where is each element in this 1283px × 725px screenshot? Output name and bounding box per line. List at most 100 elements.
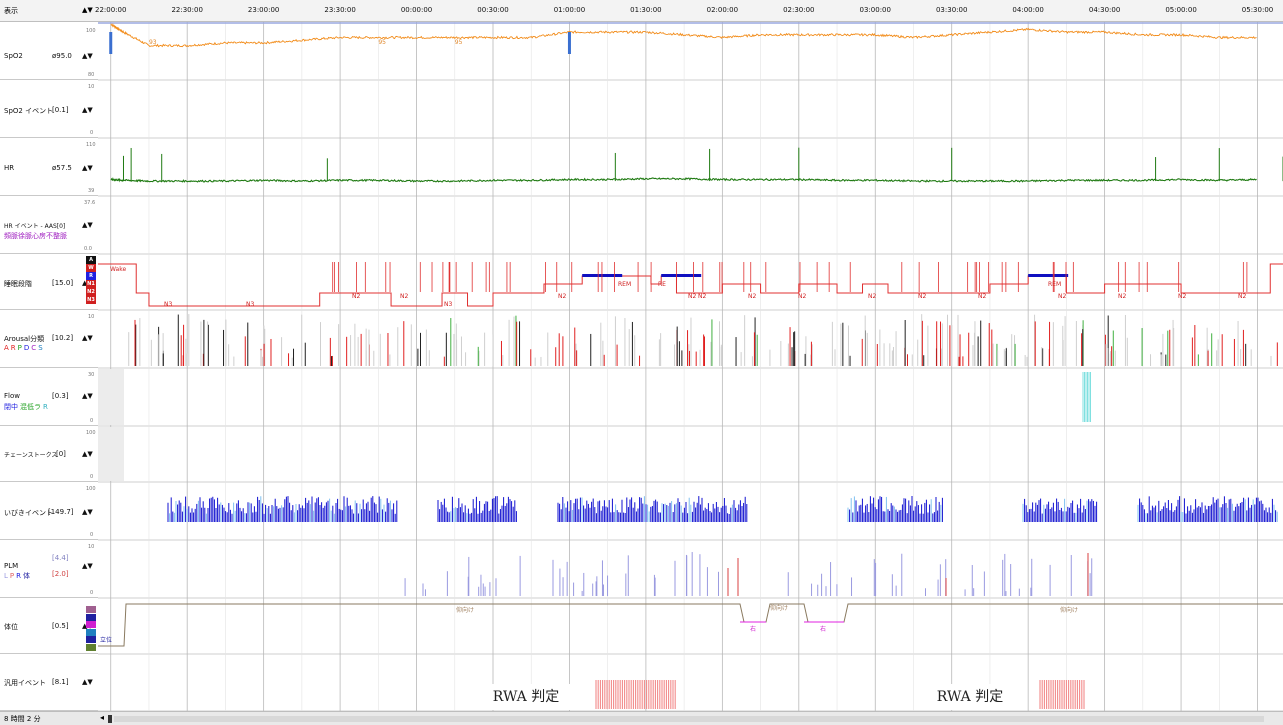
time-axis-bar: 表示 ▲▼ 22:00:00 22:30:00 23:00:00 23:30:00 00…: [0, 0, 1283, 22]
time-tick-label: 00:00:00: [400, 6, 433, 14]
stage-label: N2: [748, 293, 756, 300]
stage-label: N2: [1058, 293, 1066, 300]
general-event-name: 汎用イベント: [4, 679, 46, 687]
channel-position: 体位 [0.5] ▲▼: [0, 598, 98, 654]
time-tick-label: 23:00:00: [247, 6, 280, 14]
position-value: [0.5]: [52, 622, 69, 630]
time-tick-label: 01:30:00: [630, 6, 662, 14]
time-tick-label: 02:00:00: [706, 6, 739, 14]
position-code: [86, 636, 96, 643]
spo2-event-scale-bottom: 0: [90, 130, 94, 136]
stage-label: N3: [444, 301, 452, 308]
position-code: [86, 643, 96, 651]
stage-label: N2: [798, 293, 806, 300]
spo2-annotation: 95: [378, 39, 386, 46]
position-label: 右: [820, 625, 826, 633]
stage-label: N3: [246, 301, 254, 308]
general-event-arrows[interactable]: ▲▼: [82, 678, 93, 686]
hr-event-arrows[interactable]: ▲▼: [82, 221, 93, 229]
stage-code: W: [86, 264, 96, 272]
stage-label: N3: [164, 301, 172, 308]
position-code: [86, 621, 96, 628]
flow-sub-obstructive: 閉中: [4, 403, 18, 411]
hr-event-sublabel: 頻脈徐脈心房不整脈: [4, 232, 67, 240]
plm-arrows[interactable]: ▲▼: [82, 562, 93, 570]
flow-sublabel: 閉中 混低ラ R: [4, 402, 50, 412]
arousal-letter: A: [4, 344, 9, 352]
plm-value-1: [4.4]: [52, 554, 69, 562]
stage-code: A: [86, 256, 96, 264]
hr-arrows[interactable]: ▲▼: [82, 164, 93, 172]
channel-general-event: 汎用イベント [8.1] ▲▼: [0, 654, 98, 711]
sleep-stage-name: 睡眠段階: [4, 280, 32, 288]
stage-label: N2: [558, 293, 566, 300]
time-tick-label: 22:00:00: [95, 6, 127, 14]
spo2-scale-arrows[interactable]: ▲▼: [82, 52, 93, 60]
time-tick-label: 05:00:00: [1165, 6, 1197, 14]
snore-name: いびきイベント: [4, 509, 53, 517]
position-label: 仰向け: [1060, 606, 1078, 614]
event-marker: [567, 32, 571, 54]
snore-arrows[interactable]: ▲▼: [82, 508, 93, 516]
horizontal-scrollbar[interactable]: [114, 716, 1264, 722]
spo2-annotation: 93: [149, 39, 157, 46]
position-label: 立位: [100, 636, 112, 644]
position-label: 仰向け: [456, 606, 474, 614]
flow-name: Flow: [4, 392, 20, 400]
flow-scale-top: 30: [88, 372, 95, 378]
stage-label: N2: [698, 293, 706, 300]
plm-letter: L: [4, 572, 8, 580]
stage-label: REM: [618, 281, 631, 288]
channel-spo2: SpO2 ø95.0 ▲▼ 100 80: [0, 22, 98, 80]
stage-label: N2: [918, 293, 926, 300]
channel-snore: いびきイベント [149.7] ▲▼ 100 0: [0, 482, 98, 540]
stage-code: N1: [86, 280, 96, 288]
stage-label: N2: [1238, 293, 1246, 300]
time-tick-label: 23:30:00: [324, 6, 356, 14]
spo2-event-name: SpO2 イベント: [4, 107, 54, 115]
cheyne-arrows[interactable]: ▲▼: [82, 450, 93, 458]
stage-code: N3: [86, 296, 96, 304]
cheyne-scale-bottom: 0: [90, 474, 94, 480]
plm-value-2: [2.0]: [52, 570, 69, 578]
spo2-event-arrows[interactable]: ▲▼: [82, 106, 93, 114]
spo2-scale-bottom: 80: [88, 72, 95, 78]
cheyne-hatch: [98, 427, 124, 481]
scroll-left-icon[interactable]: ◂: [100, 713, 105, 722]
time-tick-label: 03:30:00: [935, 6, 968, 14]
rem-bar: [661, 274, 702, 277]
plm-letter: 体: [23, 572, 31, 580]
rem-bar: [1028, 274, 1069, 277]
position-code: [86, 613, 96, 621]
spo2-event-scale-top: 10: [88, 84, 95, 90]
time-tick-label: 04:30:00: [1088, 6, 1121, 14]
spo2-line: [110, 22, 1257, 48]
hr-name: HR: [4, 164, 15, 172]
time-tick-label: 05:30:00: [1241, 6, 1274, 14]
flow-value: [0.3]: [52, 392, 69, 400]
stage-code: N2: [86, 288, 96, 296]
scroll-thumb[interactable]: [108, 715, 112, 723]
arousal-letter: D: [23, 344, 30, 352]
axis-scroll-arrows[interactable]: ▲▼: [82, 6, 93, 14]
flow-sub-mixed: 混低ラ: [20, 403, 41, 411]
stage-label: N2: [352, 293, 360, 300]
menu-display[interactable]: 表示: [4, 7, 18, 15]
position-label: 仰向け: [770, 604, 788, 612]
arousal-arrows[interactable]: ▲▼: [82, 334, 93, 342]
flow-scale-bottom: 0: [90, 418, 94, 424]
time-tick-label: 01:00:00: [553, 6, 586, 14]
flow-arrows[interactable]: ▲▼: [82, 392, 93, 400]
duration-label: 8 時間 2 分: [4, 715, 41, 723]
cheyne-scale-top: 100: [86, 430, 96, 436]
arousal-name: Arousal分類: [4, 335, 45, 343]
stage-label: N2: [1178, 293, 1186, 300]
channel-hr: HR ø57.5 ▲▼ 110 39: [0, 138, 98, 196]
time-tick-label: 03:00:00: [859, 6, 891, 14]
position-code: [86, 606, 96, 613]
hr-line: [110, 176, 1257, 183]
